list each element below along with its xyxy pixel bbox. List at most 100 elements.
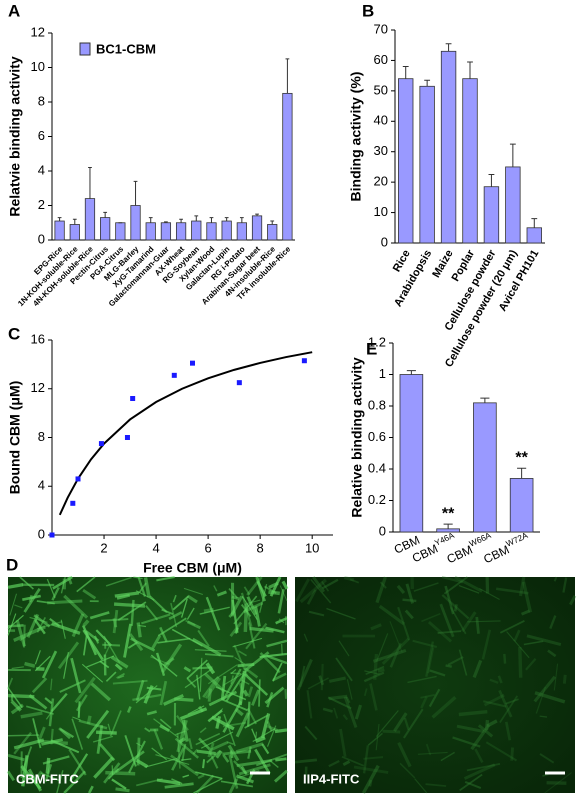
y-tick-label: 16 (31, 331, 45, 346)
crystal (200, 731, 234, 749)
crystal (228, 778, 239, 794)
crystals (294, 575, 577, 794)
crystal (7, 583, 24, 589)
data-point (301, 358, 307, 364)
crystal (34, 650, 41, 665)
error-bar (445, 43, 452, 52)
crystal (171, 778, 183, 785)
crystal (227, 744, 240, 762)
crystal (428, 688, 441, 708)
crystal (343, 575, 355, 582)
crystal (403, 708, 424, 739)
crystal (266, 654, 288, 665)
crystal (6, 770, 15, 782)
crystal (197, 629, 210, 647)
error-bar (209, 217, 214, 223)
crystal (211, 715, 235, 731)
crystal (153, 728, 164, 750)
crystal (202, 676, 220, 698)
panel-label: A (8, 1, 20, 20)
crystal (498, 689, 513, 718)
crystal (255, 576, 266, 602)
crystal (34, 770, 43, 781)
crystal (11, 666, 24, 670)
crystal (82, 635, 88, 656)
crystal (60, 619, 66, 639)
crystal (117, 675, 125, 679)
crystal (223, 713, 236, 747)
crystal (234, 627, 239, 634)
crystal (295, 578, 310, 603)
crystal (144, 727, 151, 733)
crystal (40, 772, 61, 782)
crystal (247, 686, 254, 698)
crystal (549, 615, 557, 630)
crystal (81, 663, 104, 683)
crystal (107, 768, 120, 780)
crystal (484, 719, 490, 731)
crystal (50, 678, 53, 691)
bar (191, 220, 202, 241)
crystal (7, 677, 14, 689)
y-tick-label: 0 (38, 526, 45, 541)
crystal (345, 696, 351, 704)
crystal (175, 730, 186, 736)
panel-label: B (362, 1, 374, 20)
y-tick-label: 0 (381, 234, 388, 249)
bar (462, 78, 478, 244)
error-bar (424, 79, 431, 87)
crystal (90, 682, 111, 702)
crystal (89, 611, 110, 620)
crystal (240, 603, 252, 617)
data-point (236, 380, 242, 386)
crystal (246, 576, 263, 596)
crystal (14, 604, 23, 609)
crystal (372, 648, 407, 663)
crystal (46, 578, 56, 599)
error-bar (480, 397, 490, 403)
crystal (168, 611, 183, 620)
crystal (207, 664, 238, 685)
crystal (248, 622, 256, 649)
crystal (111, 778, 127, 790)
crystal (27, 768, 43, 792)
crystal (77, 701, 81, 718)
crystal (318, 675, 325, 686)
crystal (63, 770, 86, 794)
crystal (156, 778, 181, 785)
data-point (190, 360, 195, 366)
crystal (28, 694, 48, 710)
crystal (447, 656, 464, 666)
crystal (486, 719, 498, 728)
crystal (249, 626, 274, 633)
crystal (441, 594, 470, 620)
crystal (7, 687, 23, 709)
crystal (164, 782, 194, 789)
crystal (306, 589, 317, 605)
bar (398, 78, 414, 244)
crystal (60, 576, 66, 594)
y-tick-label: 0.4 (368, 460, 386, 475)
crystal (506, 631, 530, 659)
crystal (274, 728, 288, 734)
crystal (403, 717, 410, 731)
crystal (48, 698, 55, 727)
crystal (393, 712, 408, 732)
crystal (103, 645, 110, 658)
crystal (244, 673, 269, 696)
micrograph (8, 577, 287, 793)
crystal (321, 578, 339, 590)
crystal (222, 754, 230, 763)
crystal (233, 644, 249, 677)
crystal (37, 726, 46, 743)
crystal (306, 690, 313, 719)
crystal (199, 727, 207, 734)
data-point (70, 500, 76, 506)
legend-swatch (79, 42, 91, 56)
error-bar (239, 217, 244, 223)
crystal (503, 653, 507, 664)
crystal (23, 587, 41, 613)
crystal (114, 591, 140, 598)
crystal (342, 714, 349, 721)
crystal (193, 777, 223, 794)
